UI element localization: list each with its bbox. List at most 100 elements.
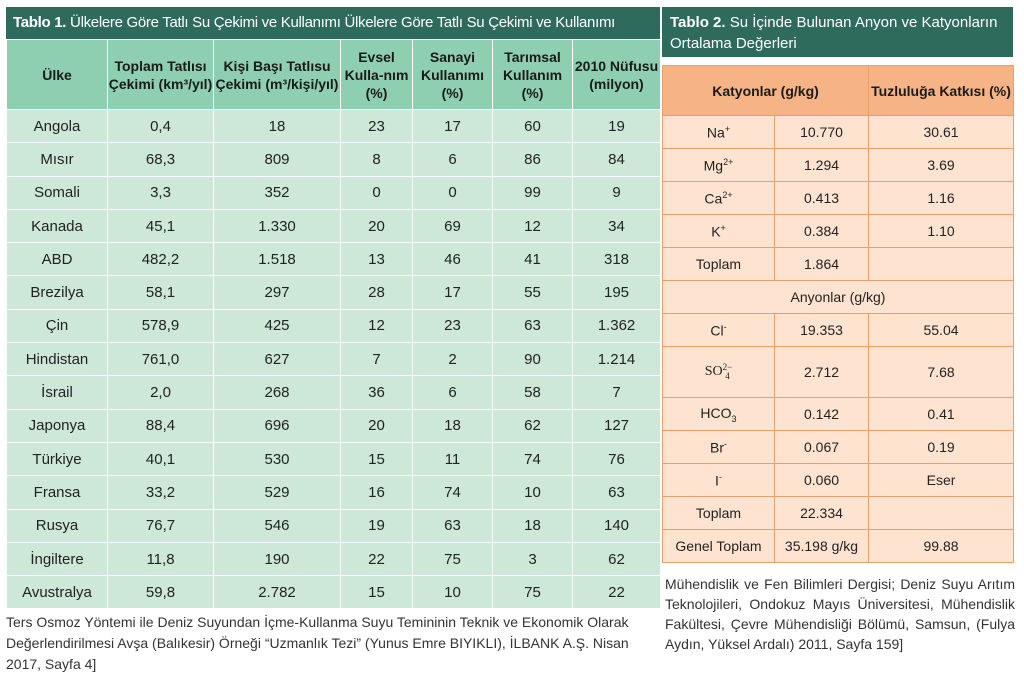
cell-per-capita: 530 — [213, 441, 341, 477]
cell-domestic: 23 — [340, 108, 413, 144]
cell-country: Mısır — [6, 142, 108, 177]
cell-per-capita: 352 — [213, 175, 341, 210]
table-row: Rusya 76,7 546 19 63 18 140 — [6, 508, 661, 543]
cell-country: Brezilya — [6, 275, 108, 310]
cell-salinity: 3.69 — [868, 148, 1015, 182]
cell-per-capita: 297 — [213, 275, 341, 310]
cell-population: 140 — [572, 508, 661, 543]
cell-agricultural: 3 — [492, 541, 573, 577]
cell-agricultural: 86 — [492, 142, 573, 177]
table-row: Cl- 19.353 55.04 — [662, 313, 1015, 347]
cell-per-capita: 268 — [213, 375, 341, 410]
cell-total-withdrawal: 2,0 — [107, 375, 214, 410]
table1: Tablo 1. Ülkelere Göre Tatlı Su Çekimi v… — [6, 7, 661, 610]
cell-population: 127 — [572, 408, 661, 443]
ion-sup: - — [718, 471, 722, 482]
cell-country: Japonya — [6, 408, 108, 443]
cell-agricultural: 58 — [492, 375, 573, 410]
table-row: Kanada 45,1 1.330 20 69 12 34 — [6, 208, 661, 244]
cell-total-withdrawal: 11,8 — [107, 541, 214, 577]
cell-industrial: 11 — [412, 441, 493, 477]
cell-per-capita: 546 — [213, 508, 341, 543]
cell-per-capita: 18 — [213, 108, 341, 144]
cell-agricultural: 18 — [492, 508, 573, 543]
cell-ion: Na+ — [662, 115, 775, 149]
ion-symbol: Ca — [704, 190, 723, 207]
table-row: Japonya 88,4 696 20 18 62 127 — [6, 408, 661, 443]
cell-industrial: 17 — [412, 108, 493, 144]
ion-sub: 4 — [725, 371, 730, 381]
ion-charge: 2− 4 — [723, 363, 733, 381]
cell-country: İngiltere — [6, 541, 108, 577]
cell-total-withdrawal: 578,9 — [107, 308, 214, 344]
cell-agricultural: 12 — [492, 208, 573, 244]
cell-agricultural: 10 — [492, 475, 573, 510]
cell-salinity: 0.19 — [868, 430, 1015, 464]
cell-salinity: 0.41 — [868, 397, 1015, 431]
anion-total-row: Toplam 22.334 — [662, 496, 1015, 530]
cell-domestic: 20 — [340, 208, 413, 244]
cell-total-withdrawal: 482,2 — [107, 242, 214, 277]
cell-population: 1.362 — [572, 308, 661, 344]
table-row: Na+ 10.770 30.61 — [662, 115, 1015, 149]
cell-country: İsrail — [6, 375, 108, 410]
cell-country: Rusya — [6, 508, 108, 543]
ion-symbol: Cl — [710, 322, 724, 339]
header-country: Ülke — [6, 39, 108, 110]
ion-symbol: SO — [704, 364, 723, 380]
table-row: Angola 0,4 18 23 17 60 19 — [6, 108, 661, 144]
table-row: Avustralya 59,8 2.782 15 10 75 22 — [6, 575, 661, 610]
anion-header-row: Anyonlar (g/kg) — [661, 280, 1015, 314]
cation-total-row: Toplam 1.864 — [662, 247, 1015, 281]
cell-total-withdrawal: 68,3 — [107, 142, 214, 177]
table1-body: Angola 0,4 18 23 17 60 19 Mısır 68,3 809 8 6 86 84 Som… — [6, 108, 661, 610]
header-per-capita: Kişi Başı Tatlısu Çekimi (m³/kişi/yıl) — [213, 39, 341, 110]
cell-population: 9 — [572, 175, 661, 210]
table-row: Çin 578,9 425 12 23 63 1.362 — [6, 308, 661, 344]
table-row: Mg2+ 1.294 3.69 — [662, 148, 1015, 182]
table2-source: Mühendislik ve Fen Bilimleri Dergisi; De… — [665, 576, 1015, 652]
cell-ion: Ca2+ — [662, 181, 775, 215]
cell-salinity — [868, 247, 1015, 281]
cell-value: 0.060 — [773, 463, 870, 497]
cell-country: Somali — [6, 175, 108, 210]
cell-agricultural: 99 — [492, 175, 573, 210]
cell-salinity: 7.68 — [868, 346, 1015, 398]
cell-domestic: 36 — [340, 375, 413, 410]
cell-industrial: 46 — [412, 242, 493, 277]
cell-industrial: 23 — [412, 308, 493, 344]
cell-value: 1.864 — [773, 247, 870, 281]
cell-total-withdrawal: 45,1 — [107, 208, 214, 244]
ion-sup: 2+ — [723, 156, 734, 167]
cell-agricultural: 62 — [492, 408, 573, 443]
cell-country: Angola — [6, 108, 108, 144]
cell-industrial: 10 — [412, 575, 493, 610]
table-row: Ca2+ 0.413 1.16 — [662, 181, 1015, 215]
cell-value: 1.294 — [773, 148, 870, 182]
cell-per-capita: 2.782 — [213, 575, 341, 610]
cell-label: Toplam — [662, 247, 775, 281]
cell-value: 35.198 g/kg — [773, 529, 870, 563]
cell-per-capita: 809 — [213, 142, 341, 177]
cell-agricultural: 63 — [492, 308, 573, 344]
header-agricultural: Tarımsal Kullanım (%) — [492, 39, 573, 110]
cell-value: 0.067 — [773, 430, 870, 464]
cell-total-withdrawal: 59,8 — [107, 575, 214, 610]
ion-symbol: HCO — [700, 404, 732, 421]
anion-header: Anyonlar (g/kg) — [661, 280, 1015, 314]
table1-title: Tablo 1. Ülkelere Göre Tatlı Su Çekimi v… — [6, 7, 660, 39]
cell-agricultural: 90 — [492, 342, 573, 377]
cell-total-withdrawal: 761,0 — [107, 342, 214, 377]
ion-symbol: Mg — [703, 157, 724, 174]
cell-ion: Cl- — [662, 313, 775, 347]
cell-population: 22 — [572, 575, 661, 610]
table-row: Türkiye 40,1 530 15 11 74 76 — [6, 441, 661, 477]
cell-country: Kanada — [6, 208, 108, 244]
cell-value: 0.384 — [773, 214, 870, 248]
cell-industrial: 75 — [412, 541, 493, 577]
cell-label: Genel Toplam — [662, 529, 775, 563]
cell-salinity: 99.88 — [868, 529, 1015, 563]
cell-salinity: 30.61 — [868, 115, 1015, 149]
cell-ion: Br- — [662, 430, 775, 464]
header-total-withdrawal: Toplam Tatlısı Çekimi (km³/yıl) — [107, 39, 214, 110]
